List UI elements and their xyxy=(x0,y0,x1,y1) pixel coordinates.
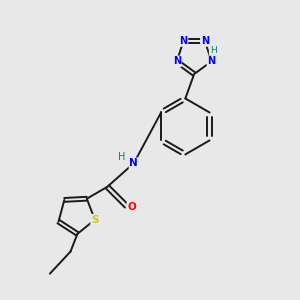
Text: H: H xyxy=(118,152,125,162)
Text: N: N xyxy=(208,56,216,66)
Text: N: N xyxy=(173,56,181,66)
Text: N: N xyxy=(201,36,209,46)
Text: O: O xyxy=(128,202,136,212)
Text: H: H xyxy=(210,46,216,55)
Text: S: S xyxy=(91,215,99,225)
Text: N: N xyxy=(179,36,188,46)
Text: N: N xyxy=(129,158,138,168)
